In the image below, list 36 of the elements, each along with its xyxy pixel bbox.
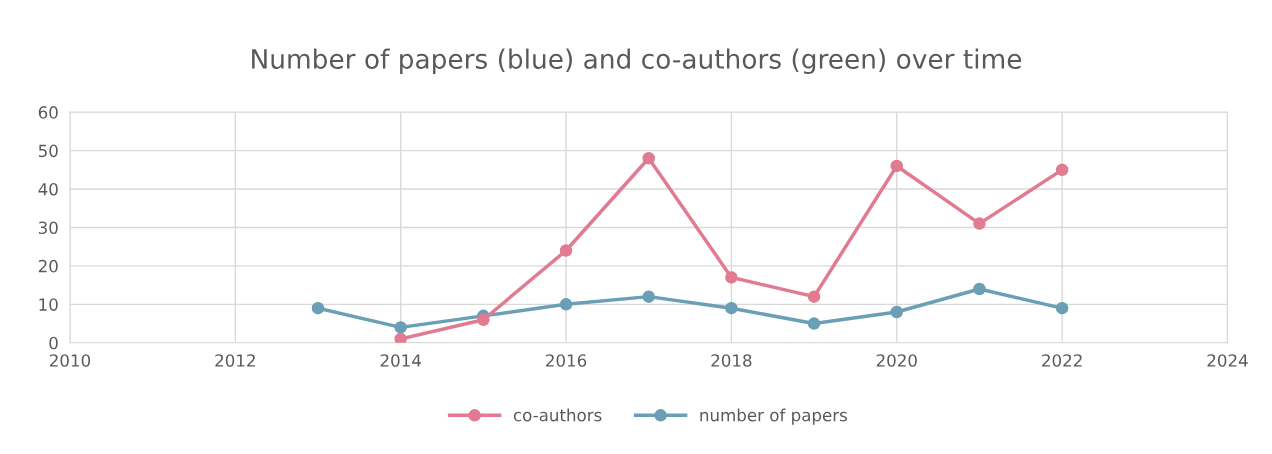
y-tick-label: 20 bbox=[38, 259, 58, 273]
x-tick-label: 2018 bbox=[711, 354, 752, 367]
y-tick-label: 60 bbox=[38, 106, 58, 119]
legend-label: number of papers bbox=[700, 408, 847, 425]
y-tick-label: 30 bbox=[38, 221, 58, 235]
point bbox=[725, 271, 738, 284]
x-tick-label: 2016 bbox=[546, 354, 587, 367]
point bbox=[559, 298, 573, 311]
x-tick-label: 2010 bbox=[49, 354, 91, 367]
y-tick-label: 0 bbox=[49, 336, 58, 350]
point bbox=[973, 282, 986, 296]
point bbox=[642, 290, 655, 303]
y-tick-label: 10 bbox=[39, 298, 58, 311]
point bbox=[394, 321, 407, 334]
x-tick-label: 2022 bbox=[1042, 354, 1082, 367]
y-tick-label: 40 bbox=[38, 182, 58, 196]
point bbox=[311, 301, 325, 315]
point bbox=[477, 313, 490, 326]
x-tick-label: 2012 bbox=[215, 354, 255, 367]
point bbox=[394, 332, 407, 343]
chart-title: Number of papers (blue) and co-authors (green) over time bbox=[252, 48, 1022, 75]
point bbox=[642, 152, 655, 165]
point bbox=[890, 159, 904, 173]
x-tick-label: 2024 bbox=[1207, 354, 1248, 367]
x-tick-label: 2020 bbox=[876, 354, 917, 367]
point bbox=[807, 317, 821, 330]
y-tick-label: 50 bbox=[38, 144, 58, 158]
point bbox=[973, 217, 986, 230]
point bbox=[890, 305, 904, 319]
point bbox=[725, 301, 738, 315]
point bbox=[1055, 301, 1069, 315]
x-tick-label: 2014 bbox=[380, 354, 421, 367]
point bbox=[807, 290, 821, 303]
legend-label: co-authors bbox=[513, 408, 602, 422]
point bbox=[559, 244, 573, 257]
point bbox=[1055, 163, 1069, 177]
